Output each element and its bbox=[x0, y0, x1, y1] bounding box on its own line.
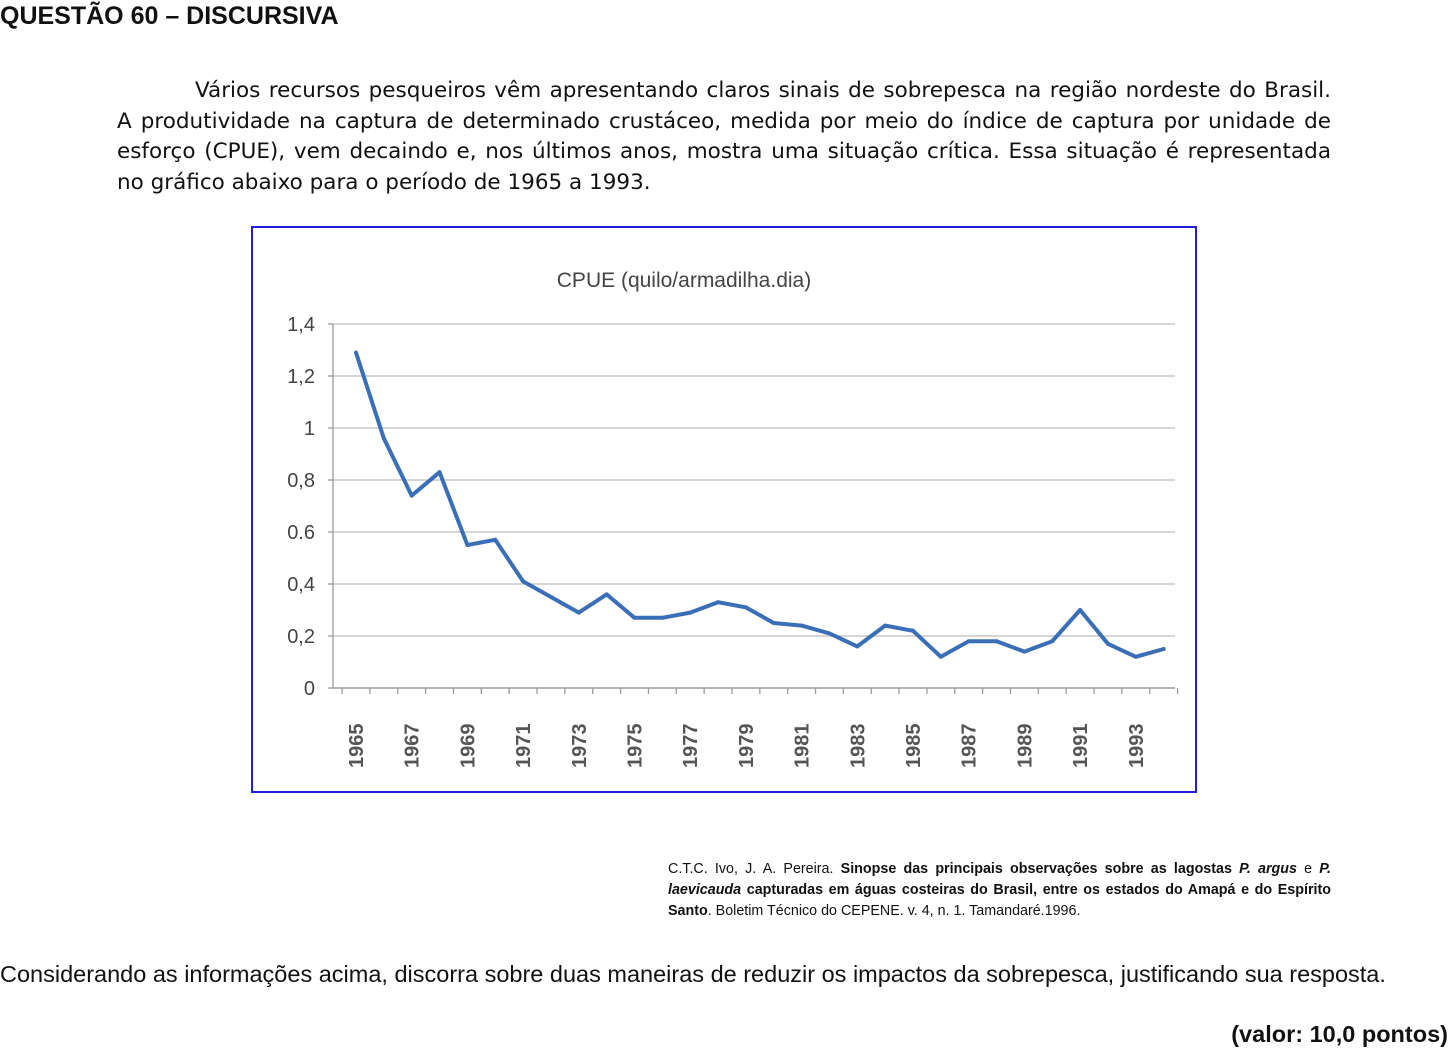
citation-species-2: P. laevicauda bbox=[668, 861, 1331, 898]
value-label: (valor: 10,0 pontos) bbox=[1231, 1021, 1448, 1047]
x-tick-label: 1983 bbox=[847, 724, 869, 769]
y-tick-label: 0,2 bbox=[287, 626, 315, 648]
citation-rest: . Boletim Técnico do CEPENE. v. 4, n. 1.… bbox=[707, 903, 1081, 919]
data-point bbox=[855, 644, 860, 649]
data-point bbox=[381, 436, 386, 441]
data-point bbox=[660, 615, 665, 620]
x-tick-label: 1979 bbox=[736, 724, 758, 769]
x-tick-label: 1989 bbox=[1014, 724, 1036, 769]
question-text: Considerando as informações acima, disco… bbox=[0, 961, 1386, 987]
citation-title-a: Sinopse das principais observações sobre… bbox=[840, 861, 1232, 877]
data-point bbox=[1078, 608, 1083, 612]
data-point bbox=[771, 621, 776, 625]
y-tick-label: 0 bbox=[304, 678, 315, 700]
intro-paragraph: Vários recursos pesqueiros vêm apresenta… bbox=[117, 78, 1331, 195]
x-tick-label: 1977 bbox=[680, 724, 702, 769]
data-point bbox=[827, 631, 832, 636]
y-tick-label: 0,4 bbox=[287, 574, 315, 596]
data-point bbox=[966, 639, 971, 644]
data-point bbox=[883, 623, 888, 628]
citation-conjunction: e bbox=[1304, 861, 1313, 877]
question-heading: QUESTÃO 60 – DISCURSIVA bbox=[0, 2, 339, 30]
data-point bbox=[354, 350, 358, 355]
data-point bbox=[521, 579, 526, 584]
data-point bbox=[493, 537, 498, 542]
data-point bbox=[548, 595, 553, 599]
x-tick-label: 1967 bbox=[402, 724, 424, 769]
y-tick-label: 0,8 bbox=[287, 470, 315, 492]
data-point bbox=[632, 615, 637, 620]
data-point bbox=[1105, 641, 1110, 646]
cpue-series-line bbox=[354, 350, 1166, 659]
citation-species-1: P. argus bbox=[1239, 861, 1297, 877]
x-tick-label: 1981 bbox=[792, 724, 814, 769]
x-tick-label: 1965 bbox=[346, 724, 368, 769]
x-tick-label: 1993 bbox=[1126, 724, 1148, 769]
chart-title: CPUE (quilo/armadilha.dia) bbox=[557, 269, 811, 292]
data-point bbox=[716, 600, 721, 605]
y-tick-label: 1,2 bbox=[287, 366, 315, 388]
data-point bbox=[437, 470, 442, 475]
data-point bbox=[911, 628, 915, 633]
citation: C.T.C. Ivo, J. A. Pereira. Sinopse das p… bbox=[668, 859, 1331, 922]
x-tick-label: 1969 bbox=[457, 724, 479, 769]
chart-frame: CPUE (quilo/armadilha.dia) 0 0,2 0,4 0.6 0,8… bbox=[251, 226, 1197, 793]
data-point bbox=[465, 543, 470, 547]
data-point bbox=[1161, 647, 1166, 651]
cpue-line-chart: CPUE (quilo/armadilha.dia) 0 0,2 0,4 0.6 0,8… bbox=[287, 269, 1179, 769]
data-point bbox=[1133, 654, 1138, 659]
x-tick-label: 1973 bbox=[569, 724, 591, 769]
y-tick-label: 0.6 bbox=[287, 522, 315, 544]
citation-authors: C.T.C. Ivo, J. A. Pereira. bbox=[668, 861, 834, 877]
x-tick-label: 1991 bbox=[1070, 724, 1092, 769]
data-point bbox=[994, 639, 999, 644]
data-point bbox=[938, 654, 943, 659]
data-point bbox=[743, 605, 748, 610]
data-point bbox=[1022, 649, 1027, 654]
x-tick-label: 1987 bbox=[959, 724, 981, 769]
data-point bbox=[688, 610, 693, 615]
data-point bbox=[604, 592, 609, 597]
x-tick-label: 1985 bbox=[903, 724, 925, 769]
citation-title-b: capturadas em águas costeiras do Brasil,… bbox=[668, 882, 1331, 919]
x-tick-label: 1971 bbox=[513, 724, 535, 769]
x-tick-label: 1975 bbox=[625, 724, 647, 769]
data-point bbox=[409, 493, 414, 498]
data-point bbox=[799, 623, 804, 628]
y-tick-label: 1,4 bbox=[287, 314, 315, 336]
y-tick-label: 1 bbox=[304, 418, 315, 440]
data-point bbox=[576, 610, 581, 615]
data-point bbox=[1050, 639, 1055, 644]
